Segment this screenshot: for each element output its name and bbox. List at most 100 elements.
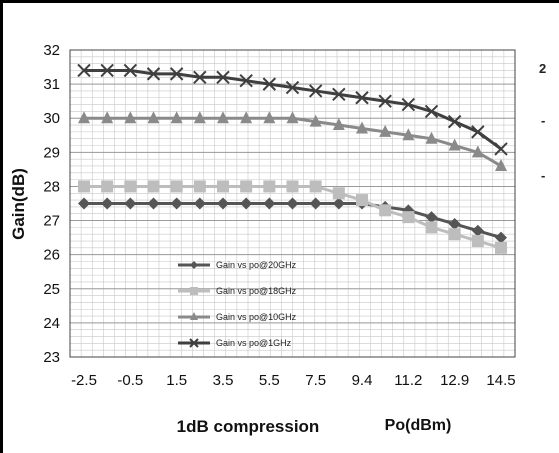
data-point-stroke (193, 70, 207, 84)
data-point (286, 197, 299, 210)
data-point (147, 111, 160, 124)
series-group (78, 111, 507, 171)
x-axis-title: Po(dBm) (385, 417, 452, 434)
data-point-stroke (447, 114, 462, 129)
data-point (263, 111, 276, 124)
data-point (217, 180, 229, 193)
data-point (332, 197, 345, 210)
y-tick-label: 28 (43, 178, 60, 195)
data-point-stroke (146, 67, 161, 81)
y-tick-label: 25 (43, 281, 60, 298)
data-point (448, 217, 461, 230)
y-tick-label: 27 (43, 213, 60, 230)
data-point (309, 180, 322, 193)
data-point (78, 197, 90, 210)
data-point (240, 197, 253, 210)
x-tick-label: 9.4 (352, 372, 373, 389)
data-point-stroke (239, 73, 253, 88)
data-point-stroke (169, 67, 184, 81)
data-point-stroke (189, 338, 199, 348)
data-point-stroke (332, 87, 346, 102)
data-point (193, 197, 206, 210)
legend-label: Gain vs po@18GHz (216, 286, 297, 296)
data-point-stroke (424, 104, 439, 119)
data-point (471, 125, 485, 139)
data-point (402, 211, 415, 224)
series-group (77, 63, 508, 156)
data-point (309, 197, 322, 210)
y-tick-label: 29 (43, 144, 60, 161)
data-point (263, 197, 276, 210)
legend-item: Gain vs po@10GHz (178, 312, 297, 322)
data-point (309, 114, 322, 127)
x-tick-label: 14.5 (486, 372, 515, 389)
plot-area-border (69, 49, 516, 358)
x-tick-labels: -2.5 -0.5 1.5 3.5 5.5 7.5 9.4 11.2 12.9 14.5 (71, 372, 516, 389)
x-tick-label: -2.5 (71, 372, 97, 389)
data-point (471, 224, 484, 237)
data-point (402, 128, 415, 141)
y-tick-label: 32 (43, 42, 60, 59)
series-group (78, 180, 507, 254)
legend-item: Gain vs po@18GHz (178, 286, 297, 296)
data-point (78, 180, 90, 193)
data-point (495, 241, 507, 254)
data-point (124, 180, 137, 193)
data-point-stroke (355, 91, 369, 105)
x-tick-label: 1.5 (166, 372, 187, 389)
data-point (189, 338, 199, 348)
data-point (471, 235, 484, 248)
data-point (190, 312, 198, 320)
data-point-stroke (471, 125, 485, 139)
data-point (263, 180, 276, 193)
data-point (193, 180, 206, 193)
data-point (239, 73, 253, 88)
data-point-stroke (378, 94, 392, 108)
data-point (495, 158, 507, 171)
data-point (216, 70, 230, 84)
data-point (262, 77, 277, 91)
data-point (378, 94, 392, 108)
data-point (124, 197, 137, 210)
caption-text: 1dB compression (177, 417, 320, 436)
y-tick-label: 30 (43, 110, 60, 127)
data-point (170, 197, 183, 210)
data-point-stroke (285, 80, 300, 95)
y-tick-label: 26 (43, 247, 60, 264)
series-layer (77, 63, 508, 254)
data-point (240, 180, 253, 193)
x-tick-label: 12.9 (440, 372, 469, 389)
data-point (285, 80, 300, 95)
legend-item: Gain vs po@1GHz (178, 338, 292, 348)
data-point (495, 231, 507, 244)
data-point-stroke (401, 97, 416, 112)
data-point (332, 87, 346, 102)
legend-item: Gain vs po@20GHz (178, 260, 297, 270)
x-tick-label: 3.5 (213, 372, 234, 389)
data-point (448, 138, 461, 151)
data-point (101, 111, 114, 124)
data-point (217, 197, 229, 210)
data-point (355, 91, 369, 105)
data-point (100, 63, 114, 78)
data-point (286, 111, 299, 124)
data-point (379, 124, 392, 137)
data-point (169, 67, 184, 81)
data-point-stroke (494, 142, 508, 156)
data-point (401, 97, 416, 112)
data-point (190, 261, 198, 269)
data-point (240, 111, 253, 124)
legend-label: Gain vs po@10GHz (216, 312, 297, 322)
data-point (147, 180, 160, 193)
x-tick-label: 5.5 (259, 372, 280, 389)
edge-mark-2: - (541, 113, 545, 128)
data-point (471, 145, 484, 158)
y-tick-labels: 23 24 25 26 27 28 29 30 31 32 (43, 42, 60, 366)
data-point (424, 104, 439, 119)
data-point (494, 142, 508, 156)
data-point (356, 194, 368, 207)
data-point-stroke (308, 84, 323, 98)
data-point (217, 111, 229, 124)
